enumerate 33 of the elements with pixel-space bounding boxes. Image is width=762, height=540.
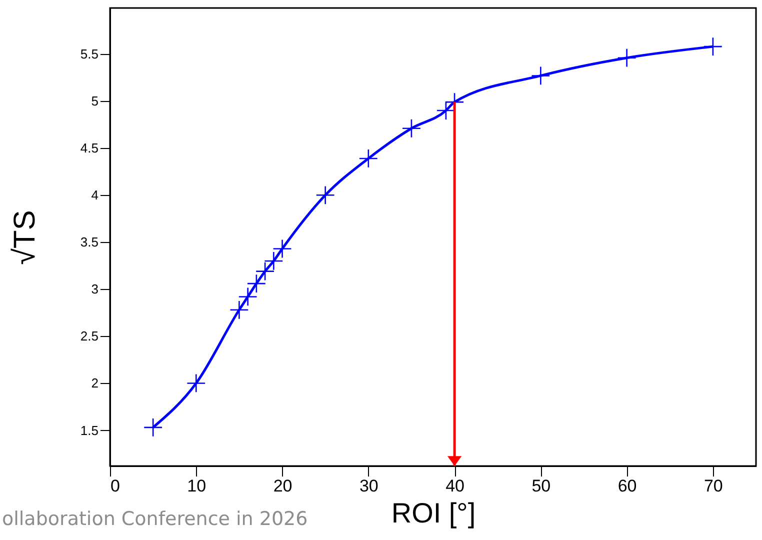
- point: [272, 239, 292, 258]
- text: ollaboration Conference in 2026: [2, 508, 308, 530]
- point: [143, 418, 163, 438]
- y-tick-label: 3.5: [80, 234, 98, 250]
- y-tick-label: 3: [91, 282, 98, 297]
- y-tick-label: 5.5: [80, 46, 98, 62]
- x-tick-label: 30: [359, 476, 378, 496]
- y-tick-label: 5: [91, 94, 98, 109]
- point: [402, 118, 422, 138]
- point: [358, 148, 378, 168]
- y-tick-label: 1.5: [80, 422, 98, 438]
- point: [531, 66, 550, 86]
- point: [255, 262, 275, 281]
- point: [186, 374, 206, 393]
- y-tick-label: 2: [91, 376, 98, 391]
- point: [316, 186, 335, 205]
- y-tick-label: 4: [91, 188, 98, 203]
- y-axis-title: √TS: [8, 210, 42, 265]
- x-tick-label: 0: [110, 476, 120, 496]
- y-tick-label: 2.5: [80, 328, 98, 344]
- point: [703, 36, 723, 56]
- x-tick-label: 50: [532, 476, 551, 496]
- point: [238, 287, 258, 306]
- x-axis-title: ROI [°]: [391, 498, 476, 528]
- point: [264, 251, 284, 271]
- point: [230, 300, 249, 320]
- x-tick-label: 20: [273, 476, 292, 496]
- x-tick-label: 60: [618, 476, 637, 496]
- y-tick-label: 4.5: [80, 140, 98, 156]
- x-tick-label: 40: [446, 476, 464, 496]
- x-tick-label: 10: [187, 476, 206, 496]
- point: [246, 274, 266, 294]
- x-tick-label: 70: [704, 476, 723, 496]
